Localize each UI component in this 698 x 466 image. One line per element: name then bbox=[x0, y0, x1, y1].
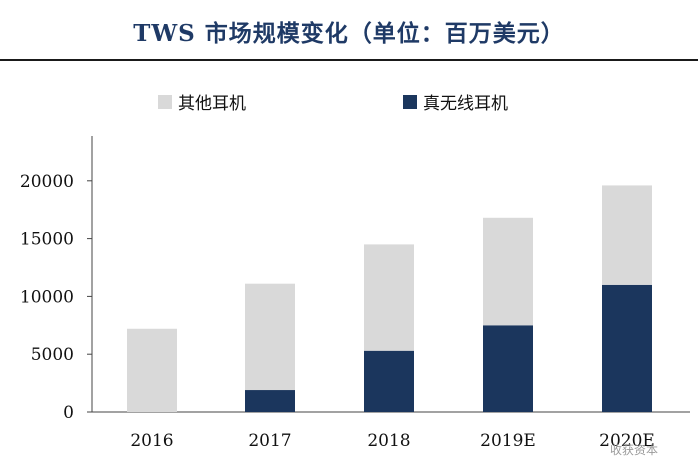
bars bbox=[127, 185, 652, 412]
bar-true-wireless-2017 bbox=[245, 390, 295, 412]
y-tick-label: 10000 bbox=[20, 287, 74, 307]
y-tick-label: 20000 bbox=[20, 172, 74, 192]
x-tick-label: 2017 bbox=[248, 431, 291, 451]
bar-other-earphones-2016 bbox=[127, 328, 177, 412]
x-tick-label: 2018 bbox=[367, 431, 410, 451]
y-tick-label: 5000 bbox=[31, 345, 74, 365]
watermark-text: 收获资本 bbox=[610, 443, 658, 457]
legend-swatch-other-earphones bbox=[158, 95, 172, 109]
bar-true-wireless-2019E bbox=[483, 325, 533, 412]
x-tick-label: 2019E bbox=[480, 431, 536, 451]
bar-other-earphones-2018 bbox=[364, 244, 414, 351]
y-tick-labels: 0 5000 10000 15000 20000 bbox=[20, 172, 74, 423]
title-divider bbox=[0, 59, 698, 61]
y-tick-label: 15000 bbox=[20, 230, 74, 250]
x-tick-label: 2020E bbox=[599, 431, 655, 451]
x-tick-label: 2016 bbox=[130, 431, 173, 451]
legend-label-other-earphones: 其他耳机 bbox=[178, 94, 246, 114]
chart-title: TWS 市场规模变化（单位：百万美元） bbox=[133, 20, 565, 47]
bar-other-earphones-2020E bbox=[602, 185, 652, 285]
legend: 其他耳机 真无线耳机 bbox=[158, 94, 508, 114]
title-area: TWS 市场规模变化（单位：百万美元） bbox=[0, 0, 698, 62]
legend-label-true-wireless: 真无线耳机 bbox=[423, 94, 508, 114]
y-tick-label: 0 bbox=[63, 403, 74, 423]
x-tick-labels: 2016 2017 2018 2019E 2020E bbox=[130, 431, 654, 451]
bar-true-wireless-2020E bbox=[602, 284, 652, 412]
bar-other-earphones-2017 bbox=[245, 283, 295, 391]
bar-other-earphones-2019E bbox=[483, 217, 533, 326]
legend-swatch-true-wireless bbox=[403, 95, 417, 109]
bar-true-wireless-2018 bbox=[364, 350, 414, 412]
